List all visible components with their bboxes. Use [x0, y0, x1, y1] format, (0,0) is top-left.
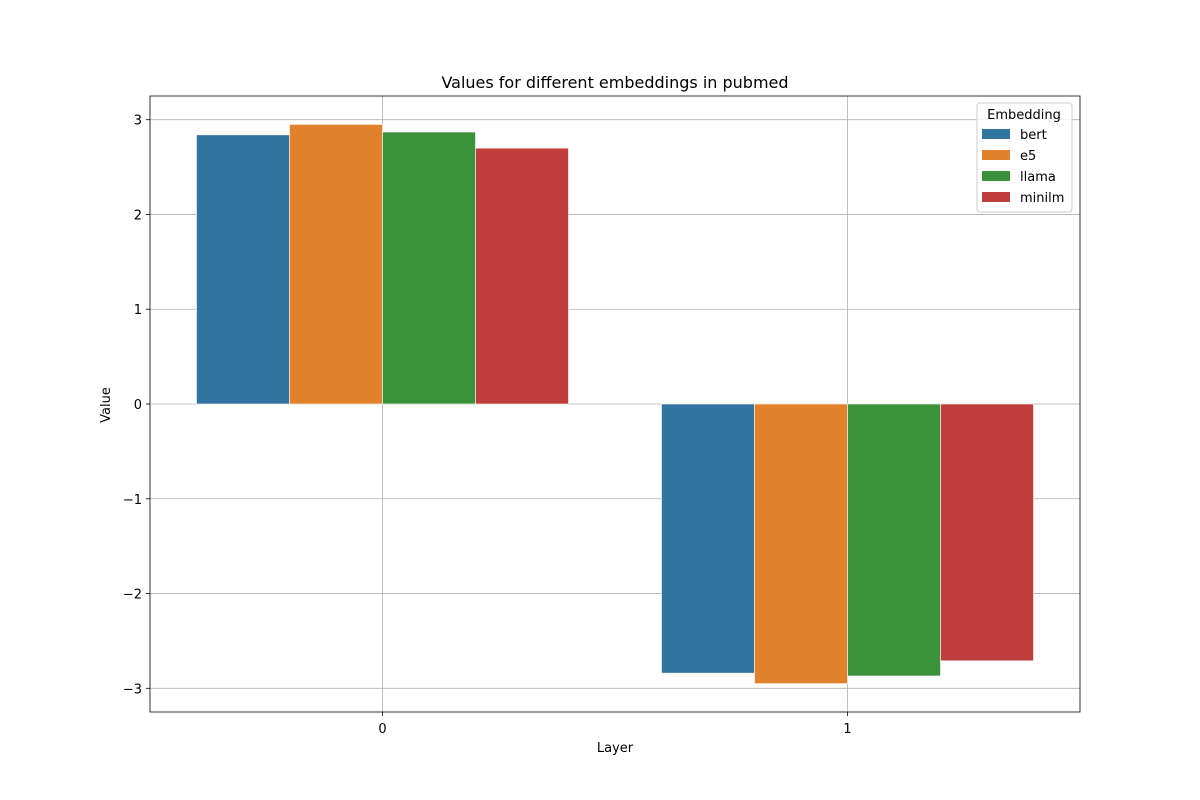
- legend-label-e5: e5: [1020, 149, 1036, 164]
- y-axis-label: Value: [99, 387, 114, 423]
- x-tick-label: 1: [843, 722, 851, 737]
- y-tick-label: −1: [123, 493, 142, 508]
- axes: [146, 95, 1081, 716]
- bar-bert-layer-1: [661, 403, 755, 674]
- bar-llama-layer-0: [382, 131, 476, 405]
- y-tick-label: 0: [134, 398, 142, 413]
- bar-minilm-layer-1: [940, 403, 1034, 662]
- x-tick-label: 0: [378, 722, 386, 737]
- bar-e5-layer-1: [754, 403, 848, 684]
- y-tick-label: −3: [123, 682, 142, 697]
- y-tick-label: 2: [134, 208, 142, 223]
- legend-swatch-minilm: [982, 192, 1010, 202]
- y-tick-label: −2: [123, 588, 142, 603]
- y-tick-label: 3: [134, 114, 142, 129]
- bar-bert-layer-0: [196, 134, 290, 405]
- legend-label-bert: bert: [1020, 128, 1047, 143]
- bar-e5-layer-0: [289, 124, 383, 405]
- bar-llama-layer-1: [847, 403, 941, 677]
- legend-swatch-bert: [982, 129, 1010, 139]
- legend-title: Embedding: [987, 108, 1061, 123]
- legend: Embedding bert e5 llama minilm: [976, 102, 1073, 213]
- chart-title: Values for different embeddings in pubme…: [441, 73, 788, 92]
- bar-minilm-layer-0: [475, 147, 569, 405]
- x-axis-label: Layer: [597, 741, 634, 756]
- legend-swatch-e5: [982, 150, 1010, 160]
- plot-frame: [149, 95, 1081, 713]
- y-tick-label: 1: [134, 303, 142, 318]
- legend-label-llama: llama: [1020, 170, 1056, 185]
- bars: [196, 124, 1034, 684]
- legend-swatch-llama: [982, 171, 1010, 181]
- tick-labels: −3 −2 −1 0 1 2 3 0 1: [123, 114, 852, 737]
- legend-label-minilm: minilm: [1020, 191, 1064, 206]
